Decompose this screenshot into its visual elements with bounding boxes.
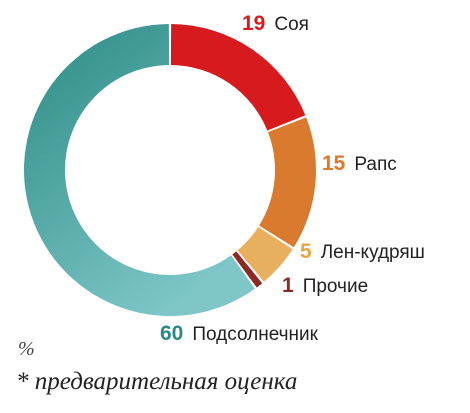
slice-value: 1 (282, 274, 294, 297)
slice-label-3: 5 Лен-кудряш (300, 240, 425, 263)
slice-5 (24, 24, 255, 316)
slice-2 (259, 117, 316, 248)
slice-label-4: 1 Прочие (282, 274, 368, 297)
slice-value: 60 (160, 322, 183, 345)
unit-label: % (18, 338, 35, 360)
slice-name: Соя (274, 14, 309, 35)
footnote: * предварительная оценка (16, 368, 298, 395)
slice-label-2: 15 Рапс (322, 152, 397, 175)
slice-value: 19 (242, 12, 265, 35)
slice-label-1: 19 Соя (242, 12, 309, 35)
slice-name: Прочие (303, 276, 368, 297)
slice-value: 15 (322, 152, 346, 175)
slice-value: 5 (300, 240, 312, 263)
slice-label-5: 60 Подсолнечник (160, 322, 319, 345)
slice-1 (170, 24, 306, 131)
slice-name: Лен-кудряш (321, 242, 425, 263)
slice-name: Рапс (354, 154, 396, 175)
slice-name: Подсолнечник (192, 324, 318, 345)
slice-3 (237, 226, 293, 282)
slice-4 (232, 251, 263, 288)
